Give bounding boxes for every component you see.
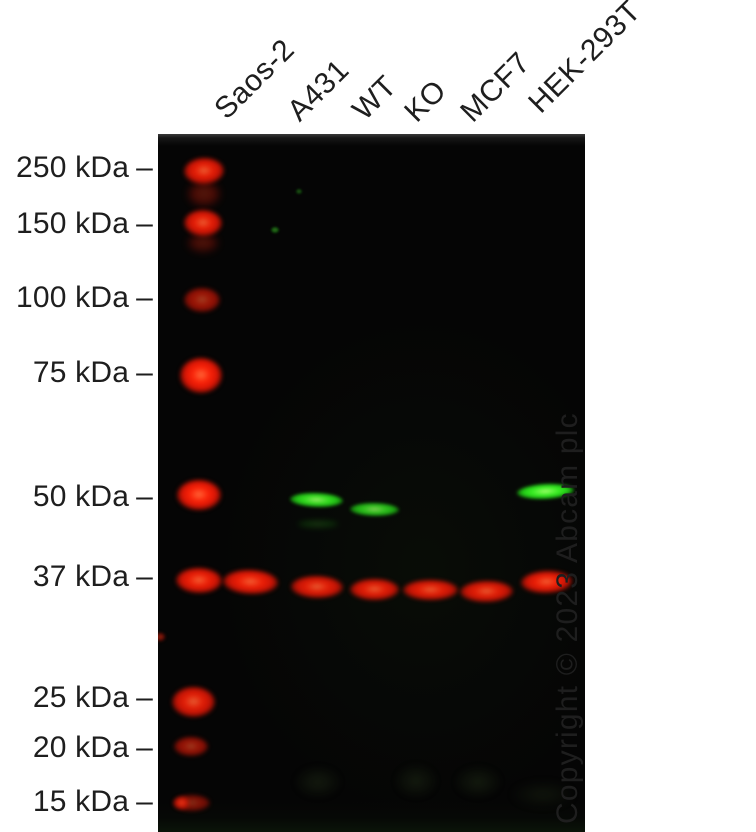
tick-dash: – [136, 480, 153, 513]
mw-label: 25 kDa [32, 681, 130, 714]
mw-marker-15: 15 kDa – [0, 783, 153, 821]
tick-dash: – [136, 356, 153, 389]
band-red-ladder [174, 797, 189, 809]
band-red-Saos-2 [222, 569, 279, 595]
tick-dash: – [136, 785, 153, 818]
band-red-ladder [174, 737, 208, 756]
mw-marker-50: 50 kDa – [0, 478, 153, 516]
tick-dash: – [136, 151, 153, 184]
band-red-ladder [184, 288, 220, 312]
band-red-ladder [175, 567, 223, 594]
mw-label: 20 kDa [32, 731, 130, 764]
mw-marker-75: 75 kDa – [0, 354, 153, 392]
band-red-ladder [177, 480, 221, 510]
band-red-ladder [180, 358, 222, 393]
mw-label: 50 kDa [32, 480, 130, 513]
mw-label: 75 kDa [32, 356, 130, 389]
band-red-ladder [188, 182, 220, 206]
mw-label: 100 kDa [15, 281, 130, 314]
band-red-edge [158, 633, 165, 641]
lane-label-hek-293t: HEK-293T [522, 0, 648, 120]
band-ghost-ghost [296, 767, 340, 797]
band-red-KO [403, 580, 458, 600]
band-green-A431 [271, 227, 279, 233]
mw-label: 250 kDa [15, 151, 130, 184]
band-ghost-ghost [513, 782, 573, 807]
band-green-A431 [296, 189, 302, 194]
lane-label-mcf7: MCF7 [454, 46, 537, 129]
band-red-WT [350, 579, 399, 600]
lane-label-ko: KO [398, 73, 453, 129]
band-red-ladder [183, 209, 223, 237]
band-green-A431 [289, 492, 344, 508]
lane-label-saos-2: Saos-2 [208, 32, 301, 126]
mw-marker-150: 150 kDa – [0, 205, 153, 243]
mw-label: 15 kDa [32, 785, 130, 818]
band-red-A431 [290, 575, 344, 599]
mw-marker-250: 250 kDa – [0, 149, 153, 187]
mw-marker-25: 25 kDa – [0, 679, 153, 717]
band-ghost-ghost [396, 765, 436, 797]
mw-marker-37: 37 kDa – [0, 558, 153, 596]
tick-dash: – [136, 681, 153, 714]
copyright-text: Copyright © 2023 Abcam plc [551, 412, 584, 824]
blot-membrane [158, 134, 585, 832]
band-ghost-ghost [456, 767, 500, 797]
mw-marker-20: 20 kDa – [0, 729, 153, 767]
band-green-A431 [297, 520, 339, 528]
mw-marker-100: 100 kDa – [0, 279, 153, 317]
band-red-ladder [188, 234, 218, 252]
band-red-MCF7 [459, 580, 514, 603]
tick-dash: – [136, 731, 153, 764]
band-red-ladder [172, 687, 215, 717]
tick-dash: – [136, 281, 153, 314]
mw-label: 37 kDa [32, 560, 130, 593]
band-green-WT [349, 502, 400, 517]
band-red-ladder [183, 157, 225, 185]
tick-dash: – [136, 560, 153, 593]
mw-label: 150 kDa [15, 207, 130, 240]
tick-dash: – [136, 207, 153, 240]
